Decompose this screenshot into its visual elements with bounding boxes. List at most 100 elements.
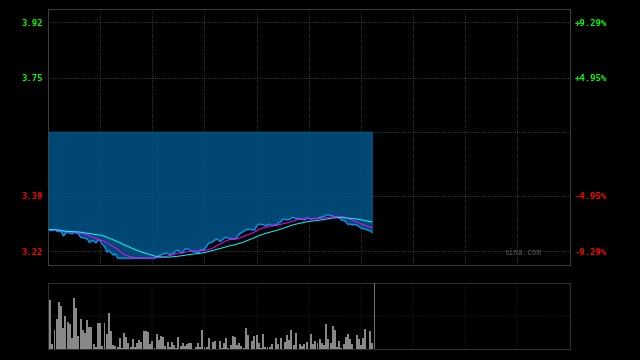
Bar [319,339,321,349]
Bar [121,348,123,349]
Bar [169,347,171,349]
Bar [162,337,164,349]
Bar [51,344,53,349]
Bar [266,347,269,349]
Bar [241,346,243,349]
Bar [191,343,193,349]
Bar [125,337,127,349]
Bar [132,339,134,349]
Bar [345,337,347,349]
Bar [243,348,244,349]
Bar [321,343,323,349]
Bar [149,343,151,349]
Bar [112,345,114,349]
Bar [347,334,349,349]
Bar [208,338,210,349]
Bar [147,332,149,349]
Bar [106,334,108,349]
Bar [143,331,145,349]
Bar [62,328,64,349]
Bar [234,337,236,349]
Bar [330,343,332,349]
Bar [177,337,179,349]
Bar [232,336,234,349]
Bar [221,348,223,349]
Bar [188,343,190,349]
Bar [158,340,160,349]
Bar [145,331,147,349]
Bar [140,342,143,349]
Bar [108,313,110,349]
Bar [166,342,168,349]
Bar [130,347,132,349]
Bar [202,330,204,349]
Bar [54,330,56,349]
Bar [184,346,186,349]
Bar [236,345,238,349]
Bar [97,323,99,349]
Bar [101,346,103,349]
Bar [93,344,95,349]
Bar [269,347,271,349]
Bar [160,337,162,349]
Bar [230,345,232,349]
Bar [99,323,101,349]
Bar [247,335,249,349]
Bar [225,338,227,349]
Bar [362,338,364,349]
Bar [58,302,60,349]
Bar [171,342,173,349]
Bar [95,347,97,349]
Bar [76,308,77,349]
Bar [79,319,81,349]
Bar [303,344,305,349]
Bar [151,341,154,349]
Bar [369,331,371,349]
Bar [136,343,138,349]
Bar [56,319,58,349]
Bar [134,347,136,349]
Bar [175,348,177,349]
Bar [371,343,373,349]
Bar [310,334,312,349]
Bar [260,348,262,349]
Bar [205,347,207,349]
Bar [284,342,286,349]
Bar [73,298,75,349]
Bar [173,345,175,349]
Bar [195,347,196,349]
Bar [219,341,221,349]
Bar [84,333,86,349]
Bar [90,327,92,349]
Bar [86,320,88,349]
Bar [164,346,166,349]
Bar [156,334,157,349]
Bar [299,343,301,349]
Bar [238,343,240,349]
Bar [295,333,297,349]
Bar [323,345,325,349]
Bar [197,343,199,349]
Bar [351,344,353,349]
Bar [328,339,330,349]
Bar [262,334,264,349]
Bar [286,336,288,349]
Bar [119,338,121,349]
Bar [252,341,253,349]
Bar [325,324,327,349]
Bar [339,341,340,349]
Bar [115,346,116,349]
Bar [127,343,129,349]
Bar [60,306,62,349]
Bar [314,341,316,349]
Bar [349,339,351,349]
Bar [227,348,229,349]
Bar [65,316,67,349]
Bar [223,343,225,349]
Bar [82,330,84,349]
Bar [360,345,362,349]
Bar [275,338,277,349]
Bar [277,344,279,349]
Bar [182,343,184,349]
Bar [336,347,338,349]
